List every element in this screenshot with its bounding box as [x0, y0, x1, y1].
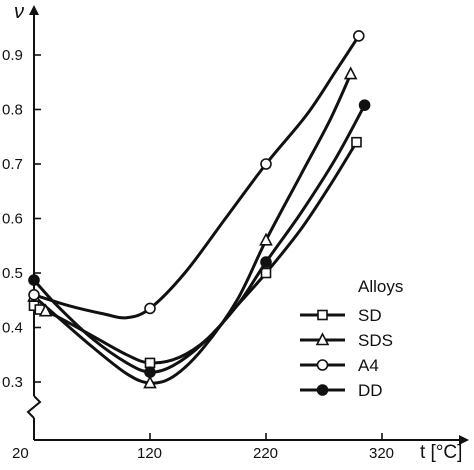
data-point-a4: [28, 288, 40, 301]
legend-marker-sd: [317, 309, 328, 321]
y-tick-label: 0.6: [2, 211, 23, 228]
x-axis-title: t [°C]: [420, 442, 462, 463]
x-tick-label: 120: [137, 445, 162, 462]
data-point-dd: [260, 256, 272, 268]
legend-label: SD: [358, 306, 382, 325]
data-point-sds: [38, 303, 53, 317]
y-tick-label: 0.5: [2, 265, 23, 282]
legend-label: SDS: [358, 331, 393, 350]
legend-label: DD: [358, 381, 383, 400]
y-axis-break: [26, 395, 42, 419]
x-tick-label: 220: [253, 445, 278, 462]
data-point-dd: [144, 366, 156, 378]
data-point-a4: [144, 302, 156, 315]
series-line-dd: [32, 103, 367, 374]
y-tick-label: 0.3: [2, 374, 23, 391]
y-axis-title: ν: [14, 1, 24, 23]
legend-marker-a4: [316, 359, 329, 371]
y-ticks: 0.3 0.4 0.5 0.6 0.7 0.8 0.9: [2, 47, 41, 391]
data-point-sds: [143, 375, 157, 389]
y-tick-label: 0.9: [2, 47, 23, 64]
legend-label: A4: [358, 356, 379, 375]
legend-item-sd: SD: [300, 306, 382, 325]
y-tick-label: 0.4: [2, 320, 23, 337]
data-point-dd: [358, 99, 371, 111]
x-ticks: 20 120 220 320: [12, 433, 394, 462]
series-a4: [28, 30, 365, 320]
series: [27, 30, 371, 389]
y-tick-label: 0.7: [2, 156, 23, 173]
series-dd: [28, 99, 371, 378]
legend-item-sds: SDS: [300, 331, 393, 350]
y-tick-label: 0.8: [2, 102, 23, 119]
data-point-dd: [28, 274, 40, 286]
data-point-sd: [260, 267, 272, 279]
legend-marker-dd: [316, 384, 329, 396]
series-sd: [28, 136, 362, 369]
legend-title: Alloys: [358, 277, 403, 296]
axes: [26, 5, 469, 445]
data-point-a4: [260, 158, 272, 170]
series-sds: [27, 66, 358, 389]
data-point-a4: [352, 30, 365, 42]
legend: Alloys SD SDS A4 DD: [300, 277, 403, 400]
data-point-sd: [144, 357, 156, 369]
legend-item-a4: A4: [300, 356, 379, 375]
series-line-a4: [32, 34, 361, 320]
x-tick-label: 320: [369, 445, 394, 462]
data-point-sd: [351, 136, 362, 148]
legend-marker-sds: [315, 332, 330, 346]
x-tick-label: 20: [12, 445, 29, 462]
data-point-sds: [343, 66, 358, 80]
data-point-sds: [259, 232, 273, 246]
legend-item-dd: DD: [300, 381, 383, 400]
series-line-sds: [32, 72, 353, 385]
